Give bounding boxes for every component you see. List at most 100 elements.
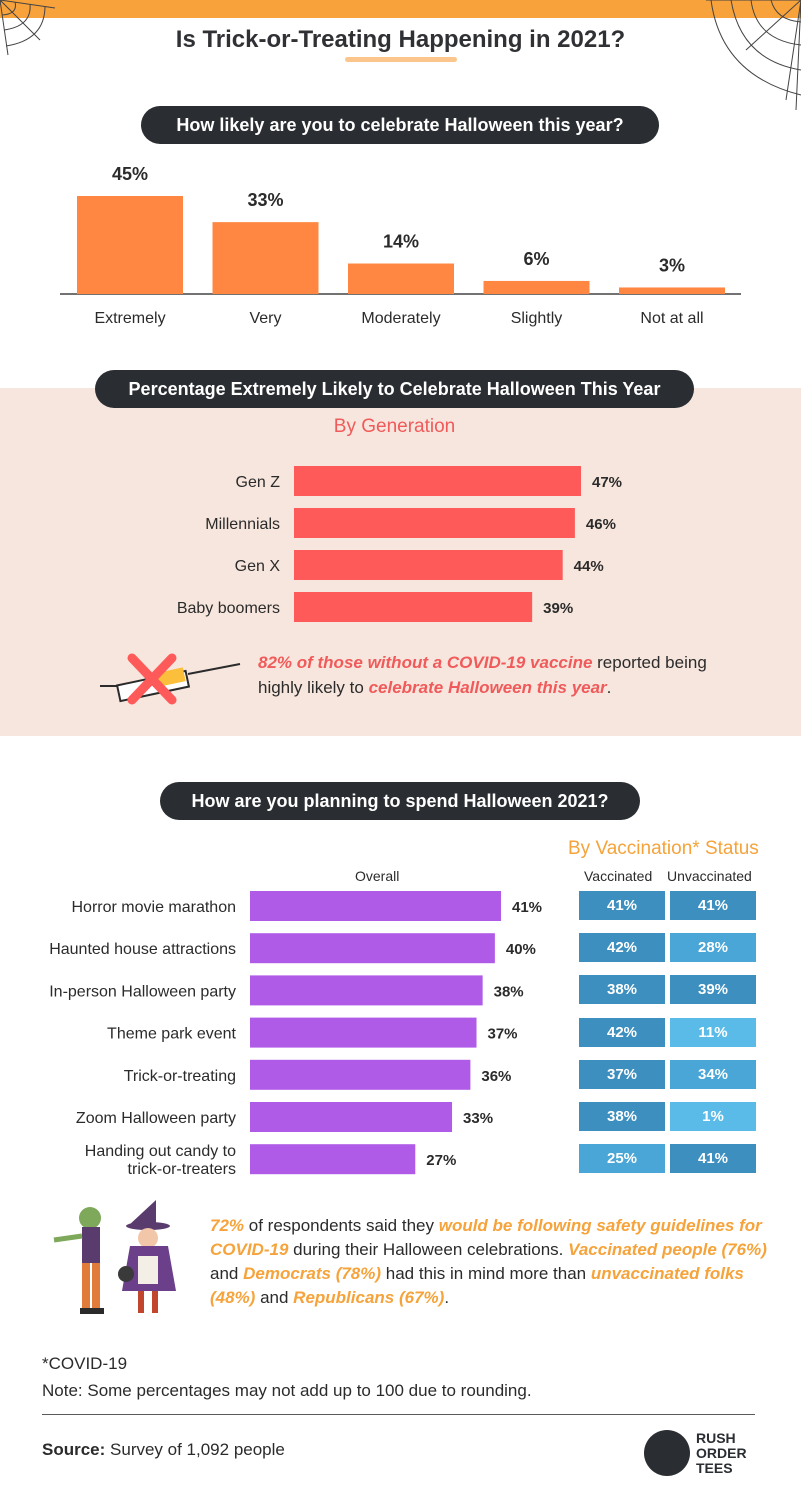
- footnote-rounding: Note: Some percentages may not add up to…: [42, 1381, 532, 1400]
- chart3-bar: [250, 975, 483, 1006]
- rush-order-tees-logo[interactable]: RUSH ORDER TEES: [644, 1430, 747, 1476]
- logo-line3: TEES: [696, 1459, 733, 1476]
- safety-note-hl6: Republicans (67%): [293, 1288, 445, 1307]
- chart2-value-label: 46%: [586, 516, 616, 533]
- chart2-category-label: Gen Z: [236, 474, 281, 491]
- chart3-bar: [250, 933, 495, 964]
- safety-note-hl3: Vaccinated people (76%): [568, 1240, 767, 1259]
- col-overall: Overall: [355, 868, 400, 884]
- section3-heading: How are you planning to spend Halloween …: [160, 782, 640, 820]
- chart2-bar: [294, 592, 533, 622]
- unvaccinated-cell: 39%: [670, 975, 756, 1005]
- chart1-bar: [619, 287, 725, 294]
- chart2-category-label: Baby boomers: [177, 600, 280, 617]
- chart1-value-label: 45%: [112, 164, 148, 184]
- safety-note: 72% of respondents said they would be fo…: [210, 1214, 770, 1310]
- section3-subheading: By Vaccination* Status: [568, 838, 759, 859]
- col-unvaccinated: Unvaccinated: [667, 868, 752, 884]
- chart1-category-label: Very: [249, 310, 281, 327]
- source-line: Source: Survey of 1,092 people: [42, 1440, 285, 1460]
- chart2-category-label: Millennials: [205, 516, 280, 533]
- chart3-value-label: 40%: [506, 941, 536, 958]
- safety-note-hl1: 72%: [210, 1216, 245, 1235]
- vaccinated-cell: 37%: [579, 1059, 665, 1089]
- chart3-value-label: 37%: [488, 1026, 518, 1043]
- vaccine-note-t1: reported being highly likely to: [258, 653, 707, 697]
- vaccinated-cell: 42%: [579, 1017, 665, 1047]
- footnote-asterisk: *COVID-19: [42, 1354, 128, 1373]
- chart3-bar: [250, 1102, 453, 1132]
- chart3-value-label: 27%: [426, 1152, 456, 1169]
- chart1-value-label: 14%: [383, 232, 419, 252]
- chart1-bar: [77, 196, 183, 294]
- vaccinated-cell: 38%: [579, 975, 665, 1005]
- vaccinated-cell: 42%: [579, 933, 665, 963]
- vaccinated-cell: 25%: [579, 1144, 665, 1174]
- safety-note-t3: and: [210, 1264, 244, 1283]
- section1-heading: How likely are you to celebrate Hallowee…: [141, 106, 659, 144]
- page-title: Is Trick-or-Treating Happening in 2021?: [175, 26, 626, 53]
- chart2-value-label: 44%: [574, 558, 604, 575]
- chart2-category-label: Gen X: [235, 558, 281, 575]
- safety-note-t1: of respondents said they: [244, 1216, 439, 1235]
- chart3-category-label: In-person Halloween party: [49, 983, 236, 1000]
- vaccinated-cell: 38%: [579, 1102, 665, 1131]
- chart3-bar: [250, 1144, 416, 1175]
- unvaccinated-cell: 28%: [670, 933, 756, 963]
- rush-order-tees-logo-icon: [644, 1430, 690, 1476]
- unvaccinated-cell: 41%: [670, 891, 756, 920]
- chart3-category-label: trick-or-treaters: [128, 1161, 236, 1178]
- vaccine-note-t2: .: [606, 678, 612, 697]
- title-underline: [345, 57, 457, 62]
- chart1-category-label: Not at all: [640, 310, 703, 327]
- zombie-and-witch-illustration: [53, 1200, 176, 1314]
- chart2-bar: [294, 466, 581, 496]
- footer-divider: [42, 1414, 755, 1415]
- safety-note-hl4: Democrats (78%): [243, 1264, 382, 1283]
- unvaccinated-cell: 41%: [670, 1144, 756, 1174]
- vaccine-note-hl2: celebrate Halloween this year: [368, 678, 607, 697]
- chart2-bar: [294, 508, 575, 538]
- cobweb-icon: [0, 0, 56, 56]
- chart1-value-label: 3%: [659, 255, 685, 275]
- chart1-category-label: Extremely: [94, 310, 165, 327]
- chart1-category-label: Moderately: [361, 310, 440, 327]
- vaccine-note: 82% of those without a COVID-19 vaccine …: [258, 650, 728, 700]
- chart1-bar: [483, 280, 590, 294]
- safety-note-hl5: unvaccinated folks (48%): [210, 1264, 744, 1307]
- logo-wordmark: RUSH ORDER TEES: [696, 1429, 747, 1476]
- chart3-category-label: Theme park event: [107, 1026, 237, 1043]
- top-color-strip: [0, 0, 801, 18]
- chart3-category-label: Zoom Halloween party: [76, 1110, 236, 1127]
- logo-line2: ORDER: [696, 1444, 747, 1461]
- source-label: Source:: [42, 1440, 106, 1459]
- chart3-value-label: 41%: [512, 899, 542, 916]
- chart1-bar: [348, 263, 454, 294]
- safety-note-hl2: would be following safety guidelines for…: [210, 1216, 762, 1259]
- unvaccinated-cell: 1%: [670, 1102, 756, 1131]
- section2-subheading: By Generation: [333, 416, 456, 437]
- chart1-category-label: Slightly: [511, 310, 563, 327]
- chart3-value-label: 38%: [494, 983, 524, 1000]
- chart1-value-label: 33%: [247, 190, 283, 210]
- safety-note-t4: had this in mind more than: [381, 1264, 591, 1283]
- chart3-value-label: 33%: [463, 1110, 493, 1127]
- safety-note-t6: .: [444, 1288, 450, 1307]
- safety-note-t2: during their Halloween celebrations.: [288, 1240, 569, 1259]
- unvaccinated-cell: 11%: [670, 1017, 756, 1047]
- logo-line1: RUSH: [696, 1429, 736, 1446]
- chart3-bar: [250, 891, 501, 921]
- chart3-category-label: Handing out candy to: [85, 1143, 236, 1160]
- chart1-value-label: 6%: [523, 249, 549, 269]
- syringe-crossed-icon: [100, 653, 241, 705]
- chart3-category-label: Horror movie marathon: [72, 899, 237, 916]
- vaccinated-cell: 41%: [579, 891, 665, 920]
- chart3-category-label: Haunted house attractions: [49, 941, 236, 958]
- col-vaccinated: Vaccinated: [584, 868, 653, 884]
- cobweb-icon: [706, 0, 801, 110]
- chart2-value-label: 39%: [543, 600, 573, 617]
- chart2-value-label: 47%: [592, 474, 622, 491]
- safety-note-t5: and: [255, 1288, 294, 1307]
- chart2-bar: [294, 550, 563, 580]
- chart3-bar: [250, 1059, 471, 1090]
